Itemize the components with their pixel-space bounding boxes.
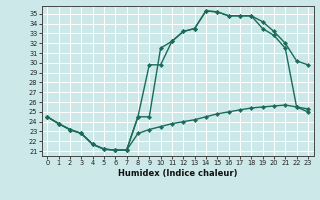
X-axis label: Humidex (Indice chaleur): Humidex (Indice chaleur) (118, 169, 237, 178)
